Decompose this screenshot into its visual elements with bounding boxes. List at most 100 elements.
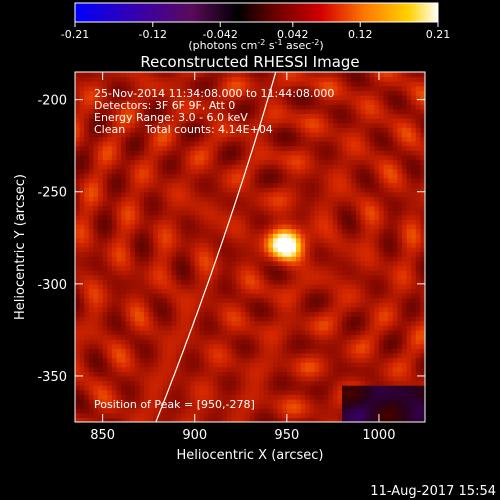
heatmap-cell xyxy=(314,164,320,170)
heatmap-cell xyxy=(121,141,127,147)
heatmap-cell xyxy=(332,339,339,345)
heatmap-cell xyxy=(360,95,366,101)
heatmap-cell xyxy=(102,131,108,138)
heatmap-cell xyxy=(342,329,348,336)
heatmap-cell xyxy=(300,302,306,308)
heatmap-cell xyxy=(203,362,210,368)
heatmap-cell xyxy=(88,173,95,179)
heatmap-cell xyxy=(268,122,274,128)
heatmap-cell xyxy=(125,279,131,285)
heatmap-cell xyxy=(277,237,283,243)
heatmap-cell xyxy=(277,219,283,225)
heatmap-cell xyxy=(111,173,118,179)
heatmap-cell xyxy=(180,242,187,248)
heatmap-cell xyxy=(176,320,182,326)
heatmap-cell xyxy=(185,394,191,400)
heatmap-cell xyxy=(355,210,362,216)
heatmap-cell xyxy=(134,210,141,216)
heatmap-cell xyxy=(213,297,219,303)
heatmap-cell xyxy=(369,288,375,294)
heatmap-cell xyxy=(176,205,182,211)
heatmap-cell xyxy=(148,297,154,303)
heatmap-cell xyxy=(148,228,154,234)
heatmap-cell xyxy=(222,99,228,105)
heatmap-cell xyxy=(254,122,260,128)
heatmap-cell xyxy=(148,371,154,377)
heatmap-cell xyxy=(107,122,113,128)
heatmap-cell xyxy=(291,131,297,138)
heatmap-cell xyxy=(314,127,320,133)
heatmap-cell xyxy=(75,104,81,110)
heatmap-cell xyxy=(125,260,131,267)
heatmap-cell xyxy=(79,228,85,234)
heatmap-cell xyxy=(116,168,122,174)
heatmap-cell xyxy=(157,81,164,87)
heatmap-cell xyxy=(240,118,246,124)
heatmap-cell xyxy=(144,283,150,290)
heatmap-cell xyxy=(134,251,141,257)
heatmap-cell xyxy=(240,219,246,225)
heatmap-cell xyxy=(111,108,118,115)
heatmap-cell xyxy=(323,200,329,207)
heatmap-cell xyxy=(296,389,302,395)
heatmap-cell xyxy=(162,127,168,133)
heatmap-cell xyxy=(180,154,187,161)
heatmap-cell xyxy=(93,223,99,230)
heatmap-cell xyxy=(111,122,118,128)
heatmap-cell xyxy=(217,408,223,414)
heatmap-cell xyxy=(305,131,311,138)
heatmap-cell xyxy=(194,325,200,331)
heatmap-cell xyxy=(282,348,288,354)
heatmap-cell xyxy=(148,270,154,276)
heatmap-cell xyxy=(203,223,210,230)
heatmap-cell xyxy=(139,131,145,138)
heatmap-cell xyxy=(88,270,95,276)
heatmap-cell xyxy=(314,205,320,211)
heatmap-cell xyxy=(365,131,371,138)
heatmap-cell xyxy=(185,352,191,359)
heatmap-cell xyxy=(217,237,223,243)
heatmap-cell xyxy=(199,113,205,119)
heatmap-cell xyxy=(111,398,118,405)
heatmap-cell xyxy=(296,145,302,151)
heatmap-cell xyxy=(245,311,251,317)
heatmap-cell xyxy=(88,288,95,294)
heatmap-cell xyxy=(162,136,168,142)
heatmap-cell xyxy=(144,118,150,124)
heatmap-cell xyxy=(351,412,357,418)
heatmap-cell xyxy=(222,265,228,271)
heatmap-cell xyxy=(75,408,81,414)
heatmap-cell xyxy=(102,274,108,280)
heatmap-cell xyxy=(300,173,306,179)
heatmap-cell xyxy=(259,214,265,220)
heatmap-cell xyxy=(144,265,150,271)
heatmap-cell xyxy=(231,214,237,220)
heatmap-cell xyxy=(203,320,210,326)
heatmap-cell xyxy=(79,352,85,359)
heatmap-cell xyxy=(176,173,182,179)
heatmap-cell xyxy=(351,325,357,331)
heatmap-cell xyxy=(337,228,343,234)
heatmap-cell xyxy=(291,389,297,395)
heatmap-cell xyxy=(291,113,297,119)
heatmap-cell xyxy=(273,389,279,395)
heatmap-cell xyxy=(88,95,95,101)
heatmap-cell xyxy=(190,127,196,133)
heatmap-cell xyxy=(282,279,288,285)
heatmap-cell xyxy=(185,164,191,170)
heatmap-cell xyxy=(144,339,150,345)
heatmap-cell xyxy=(222,389,228,395)
heatmap-cell xyxy=(208,72,214,78)
heatmap-cell xyxy=(130,141,136,147)
heatmap-cell xyxy=(171,394,177,400)
heatmap-cell xyxy=(296,131,302,138)
heatmap-cell xyxy=(231,150,237,156)
heatmap-cell xyxy=(199,141,205,147)
heatmap-cell xyxy=(208,297,214,303)
heatmap-cell xyxy=(273,339,279,345)
heatmap-cell xyxy=(157,371,164,377)
heatmap-cell xyxy=(300,352,306,359)
heatmap-cell xyxy=(162,371,168,377)
heatmap-cell xyxy=(351,233,357,239)
heatmap-cell xyxy=(222,145,228,151)
